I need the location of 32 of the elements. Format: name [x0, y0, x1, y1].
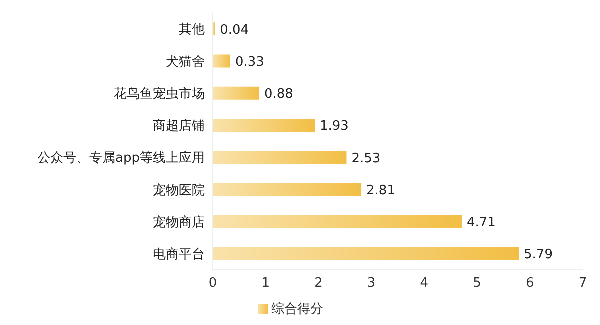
y-tick-label: 宠物商店: [153, 214, 205, 230]
x-tick-label: 4: [420, 276, 429, 292]
bar: [213, 86, 260, 100]
y-tick-label: 宠物医院: [153, 183, 205, 198]
y-tick-label: 公众号、专属app等线上应用: [38, 150, 205, 166]
bar: [213, 151, 347, 164]
y-tick-label: 商超店铺: [153, 118, 205, 134]
data-label: 0.04: [220, 22, 250, 38]
bar: [213, 215, 462, 228]
y-tick-label: 犬猫舍: [166, 54, 205, 70]
data-label: 2.53: [352, 151, 381, 166]
x-tick-label: 5: [473, 276, 482, 292]
y-tick-label: 其他: [179, 22, 205, 38]
data-label: 0.88: [264, 87, 294, 102]
y-tick-label: 电商平台: [153, 248, 205, 263]
y-tick-label: 花鸟鱼宠虫市场: [114, 86, 205, 102]
x-tick-label: 7: [578, 276, 588, 292]
x-tick-label: 1: [262, 276, 270, 292]
x-tick-label: 0: [208, 276, 218, 292]
x-tick-label: 2: [314, 276, 323, 292]
data-label: 5.79: [524, 248, 553, 263]
bar: [213, 248, 520, 261]
data-label: 2.81: [366, 183, 396, 198]
x-tick-label: 6: [526, 276, 534, 292]
data-label: 4.71: [466, 216, 496, 231]
data-label: 0.33: [235, 54, 264, 70]
x-tick-label: 3: [367, 276, 376, 292]
legend-label: 综合得分: [272, 302, 324, 317]
bar: [213, 183, 362, 196]
bar: [213, 54, 230, 68]
bar: [213, 119, 316, 132]
data-label: 1.93: [320, 119, 349, 134]
